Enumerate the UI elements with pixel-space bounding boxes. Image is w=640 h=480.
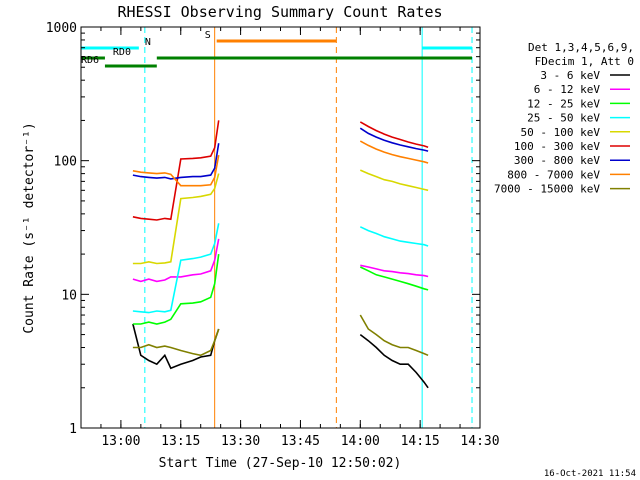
series-line <box>132 314 429 357</box>
y-tick-label: 100 <box>54 155 77 170</box>
legend-header: Det 1,3,4,5,6,9, <box>528 41 634 54</box>
x-tick-label: 13:30 <box>221 434 260 449</box>
x-axis-label: Start Time (27-Sep-10 12:50:02) <box>159 456 402 471</box>
series-line <box>132 127 429 180</box>
legend-label: 6 - 12 keV <box>534 83 601 96</box>
status-bar-label: RD6 <box>81 55 99 66</box>
series-line <box>132 238 429 283</box>
series-line <box>132 140 429 187</box>
y-tick-label: 10 <box>61 288 77 303</box>
x-tick-label: 14:00 <box>341 434 380 449</box>
status-bar-label: S <box>205 30 211 41</box>
legend-label: 100 - 300 keV <box>514 140 600 153</box>
y-tick-label: 1 <box>69 422 77 437</box>
series-line <box>132 169 429 265</box>
x-tick-label: 13:00 <box>101 434 140 449</box>
status-bar-label: RD0 <box>113 47 131 58</box>
y-axis-label: Count Rate (s⁻¹ detector⁻¹) <box>22 122 37 333</box>
x-tick-label: 13:15 <box>161 434 200 449</box>
series-line <box>132 323 429 389</box>
series-line <box>132 120 429 221</box>
status-bar-label: N <box>145 37 151 48</box>
legend-label: 3 - 6 keV <box>540 69 600 82</box>
legend-label: 50 - 100 keV <box>521 126 601 139</box>
x-tick-label: 14:30 <box>460 434 499 449</box>
legend-header: FDecim 1, Att 0 <box>535 55 634 68</box>
y-tick-label: 1000 <box>46 21 77 36</box>
legend-label: 300 - 800 keV <box>514 154 600 167</box>
footer-date: 16-Oct-2021 11:54 <box>544 469 636 479</box>
legend-label: 7000 - 15000 keV <box>494 183 600 196</box>
x-tick-label: 14:15 <box>401 434 440 449</box>
legend-label: 800 - 7000 keV <box>507 168 600 181</box>
series-line <box>132 223 429 314</box>
legend-label: 12 - 25 keV <box>527 97 600 110</box>
legend-label: 25 - 50 keV <box>527 112 600 125</box>
series-line <box>132 253 429 325</box>
chart-title: RHESSI Observing Summary Count Rates <box>117 3 442 21</box>
x-tick-label: 13:45 <box>281 434 320 449</box>
